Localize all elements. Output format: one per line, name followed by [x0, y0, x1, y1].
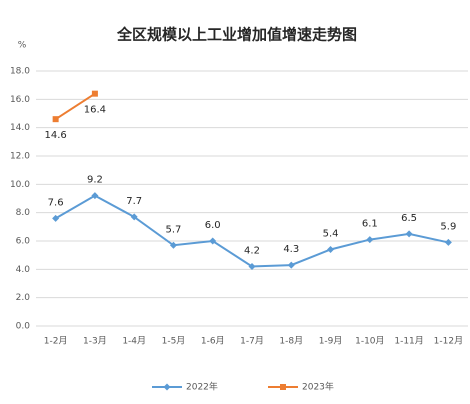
- data-label: 6.5: [401, 213, 417, 224]
- point: [287, 261, 295, 269]
- series-line: [55, 92, 96, 121]
- point: [366, 236, 374, 244]
- data-label: 7.6: [48, 197, 64, 208]
- y-tick-label: 0.0: [16, 322, 31, 332]
- legend-label: 2022年: [186, 381, 218, 393]
- point: [405, 230, 413, 238]
- data-label: 4.3: [283, 244, 299, 255]
- y-tick-label: 14.0: [10, 123, 30, 133]
- x-tick-label: 1-9月: [319, 336, 343, 347]
- x-tick-label: 1-2月: [44, 336, 68, 347]
- x-tick-label: 1-7月: [240, 336, 264, 347]
- y-axis-label: %: [18, 41, 27, 51]
- x-tick-label: 1-6月: [201, 336, 225, 347]
- data-label: 9.2: [87, 175, 103, 186]
- y-tick-label: 6.0: [16, 237, 31, 247]
- point: [91, 90, 98, 97]
- point: [91, 192, 99, 200]
- x-tick-label: 1-11月: [394, 336, 423, 347]
- legend-label: 2023年: [302, 381, 334, 393]
- data-label: 5.9: [440, 221, 456, 232]
- point: [169, 241, 177, 249]
- data-label: 6.1: [362, 219, 378, 230]
- data-label: 5.4: [323, 229, 339, 240]
- data-label: 14.6: [45, 130, 67, 141]
- y-tick-label: 16.0: [10, 95, 30, 105]
- y-tick-label: 2.0: [16, 293, 31, 303]
- y-tick-label: 4.0: [16, 265, 31, 275]
- x-tick-label: 1-12月: [434, 336, 463, 347]
- chart-title: 全区规模以上工业增加值增速走势图: [116, 26, 357, 44]
- y-tick-label: 8.0: [16, 208, 31, 218]
- data-label: 6.0: [205, 220, 221, 231]
- x-tick-label: 1-5月: [162, 336, 186, 347]
- data-label: 4.2: [244, 246, 260, 257]
- point: [130, 213, 138, 221]
- x-tick-label: 1-3月: [83, 336, 107, 347]
- data-label: 5.7: [166, 224, 182, 235]
- x-tick-label: 1-4月: [122, 336, 146, 347]
- legend-marker: [280, 384, 286, 390]
- x-tick-label: 1-10月: [355, 336, 384, 347]
- point: [248, 263, 256, 270]
- data-label: 16.4: [84, 105, 106, 116]
- legend-marker: [163, 383, 171, 391]
- point: [209, 237, 217, 245]
- point: [327, 246, 335, 253]
- y-tick-label: 18.0: [10, 67, 30, 77]
- point: [52, 214, 60, 222]
- y-tick-label: 10.0: [10, 180, 30, 190]
- data-label: 7.7: [126, 196, 142, 207]
- x-tick-label: 1-8月: [279, 336, 303, 347]
- y-tick-label: 12.0: [10, 152, 30, 162]
- point: [52, 116, 59, 123]
- point: [444, 238, 452, 246]
